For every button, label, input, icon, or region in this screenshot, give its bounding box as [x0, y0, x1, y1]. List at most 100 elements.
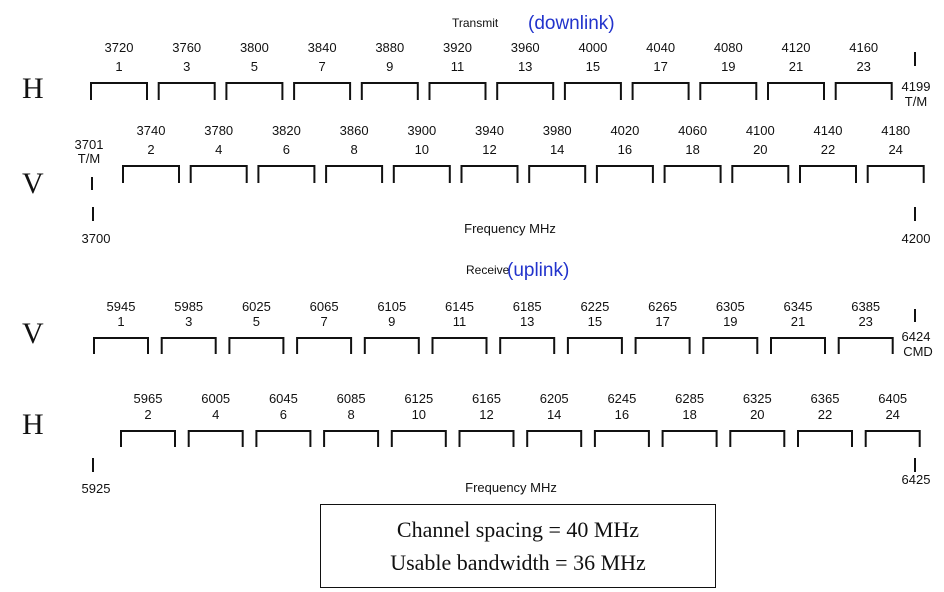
uplink-v-channel-number: 19	[723, 314, 737, 329]
downlink-right-marker-label: T/M	[905, 94, 927, 109]
downlink-h-channel-number: 21	[789, 59, 803, 74]
uplink-v-channel-freq: 6105	[377, 299, 406, 314]
downlink-v-channel-freq: 4180	[881, 123, 910, 138]
downlink-h-channel-number: 13	[518, 59, 532, 74]
downlink-v-channel-number: 22	[821, 142, 835, 157]
downlink-h-channel-freq: 3920	[443, 40, 472, 55]
uplink-v-channel-bracket	[160, 337, 217, 354]
uplink-v-channel-bracket	[566, 337, 623, 354]
uplink-v-channel-freq: 6265	[648, 299, 677, 314]
downlink-left-marker-freq: 3701	[75, 137, 104, 152]
downlink-h-channel-bracket	[563, 82, 622, 100]
downlink-v-channel-freq: 3900	[407, 123, 436, 138]
downlink-h-channel-bracket	[428, 82, 487, 100]
uplink-axis-start: 5925	[82, 481, 111, 496]
uplink-h-channel-bracket	[864, 430, 921, 447]
uplink-h-channel-bracket	[593, 430, 650, 447]
downlink-h-channel-bracket	[834, 82, 893, 100]
channel-spacing-text: Channel spacing = 40 MHz	[396, 517, 640, 542]
uplink-v-channel-number: 9	[388, 314, 395, 329]
uplink-v-channel-number: 7	[320, 314, 327, 329]
downlink-axis-label: Frequency MHz	[464, 221, 556, 236]
downlink-h-channel-number: 1	[115, 59, 122, 74]
downlink-h-channel-bracket	[631, 82, 690, 100]
uplink-h-channel-number: 22	[818, 407, 832, 422]
uplink-v-channel-freq: 5945	[107, 299, 136, 314]
uplink-h-channel-freq: 6325	[743, 391, 772, 406]
downlink-v-channel-freq: 3940	[475, 123, 504, 138]
downlink-h-channel-number: 15	[586, 59, 600, 74]
downlink-h-channel-bracket	[699, 82, 758, 100]
uplink-h-channel-bracket	[729, 430, 786, 447]
uplink-h-channel-freq: 6205	[540, 391, 569, 406]
downlink-h-channel-freq: 4000	[578, 40, 607, 55]
uplink-v-channel-bracket	[770, 337, 826, 354]
downlink-h-channel-number: 3	[183, 59, 190, 74]
downlink-h-channel-number: 5	[251, 59, 258, 74]
downlink-v-channel-number: 10	[415, 142, 429, 157]
downlink-h-channel-number: 17	[653, 59, 667, 74]
uplink-h-channel-bracket	[797, 430, 853, 447]
uplink-v-channel-number: 11	[453, 314, 467, 329]
downlink-v-channel-freq: 4100	[746, 123, 775, 138]
downlink-h-channel-bracket	[90, 82, 148, 100]
uplink-h-channel-number: 24	[885, 407, 899, 422]
uplink-h-channel-freq: 6165	[472, 391, 501, 406]
uplink-v-channel-freq: 6305	[716, 299, 745, 314]
uplink-v-channel-number: 21	[791, 314, 805, 329]
uplink-h-channel-bracket	[526, 430, 583, 447]
uplink-h-channel-number: 8	[347, 407, 354, 422]
downlink-v-channel-freq: 3980	[543, 123, 572, 138]
downlink-v-channel-bracket	[731, 165, 790, 183]
downlink-h-channel-freq: 4120	[782, 40, 811, 55]
downlink-h-channel-freq: 3960	[511, 40, 540, 55]
uplink-h-channel-freq: 6405	[878, 391, 907, 406]
downlink-h-channel-number: 7	[318, 59, 325, 74]
uplink-v-channel-bracket	[702, 337, 759, 354]
downlink-h-channel-bracket	[767, 82, 825, 100]
downlink-h-channel-freq: 4080	[714, 40, 743, 55]
downlink-h-channel-number: 19	[721, 59, 735, 74]
uplink-v-channel-number: 3	[185, 314, 192, 329]
uplink-v-channel-freq: 6025	[242, 299, 271, 314]
uplink-v-channel-freq: 6145	[445, 299, 474, 314]
downlink-h-channel-freq: 3720	[105, 40, 134, 55]
downlink-h-channel-freq: 3760	[172, 40, 201, 55]
uplink-h-channel-freq: 6285	[675, 391, 704, 406]
uplink-v-channel-bracket	[363, 337, 420, 354]
downlink-h-channel-bracket	[293, 82, 352, 100]
uplink-h-channel-bracket	[661, 430, 718, 447]
uplink-v-channel-bracket	[837, 337, 894, 354]
uplink-v-channel-freq: 6065	[310, 299, 339, 314]
uplink-axis-label: Frequency MHz	[465, 480, 557, 495]
downlink-v-channel-bracket	[392, 165, 451, 183]
downlink-h-channel-freq: 4040	[646, 40, 675, 55]
downlink-axis-start: 3700	[82, 231, 111, 246]
downlink-v-polarization-label: V	[22, 167, 44, 200]
downlink-v-channel-freq: 4140	[814, 123, 843, 138]
downlink-v-channel-bracket	[325, 165, 384, 183]
uplink-h-channel-freq: 5965	[134, 391, 163, 406]
usable-bandwidth-text: Usable bandwidth = 36 MHz	[390, 550, 646, 575]
downlink-v-channel-bracket	[595, 165, 654, 183]
uplink-h-channel-number: 18	[682, 407, 696, 422]
downlink-h-channel-number: 11	[451, 59, 465, 74]
downlink-v-channel-bracket	[799, 165, 857, 183]
uplink-title-suffix: (uplink)	[507, 260, 569, 281]
downlink-h-channel-bracket	[157, 82, 216, 100]
uplink-h-channel-bracket	[323, 430, 380, 447]
downlink-v-channel-number: 16	[618, 142, 632, 157]
uplink-axis-end: 6425	[902, 472, 931, 487]
downlink-v-channel-number: 18	[685, 142, 699, 157]
uplink-h-channel-number: 12	[479, 407, 493, 422]
downlink-h-channel-number: 9	[386, 59, 393, 74]
downlink-v-channel-number: 6	[283, 142, 290, 157]
uplink-v-channel-bracket	[93, 337, 149, 354]
downlink-v-channel-number: 8	[350, 142, 357, 157]
downlink-v-channel-freq: 4060	[678, 123, 707, 138]
uplink-h-channel-freq: 6045	[269, 391, 298, 406]
downlink-h-channel-freq: 3800	[240, 40, 269, 55]
downlink-v-channel-number: 12	[482, 142, 496, 157]
uplink-v-channel-bracket	[296, 337, 353, 354]
